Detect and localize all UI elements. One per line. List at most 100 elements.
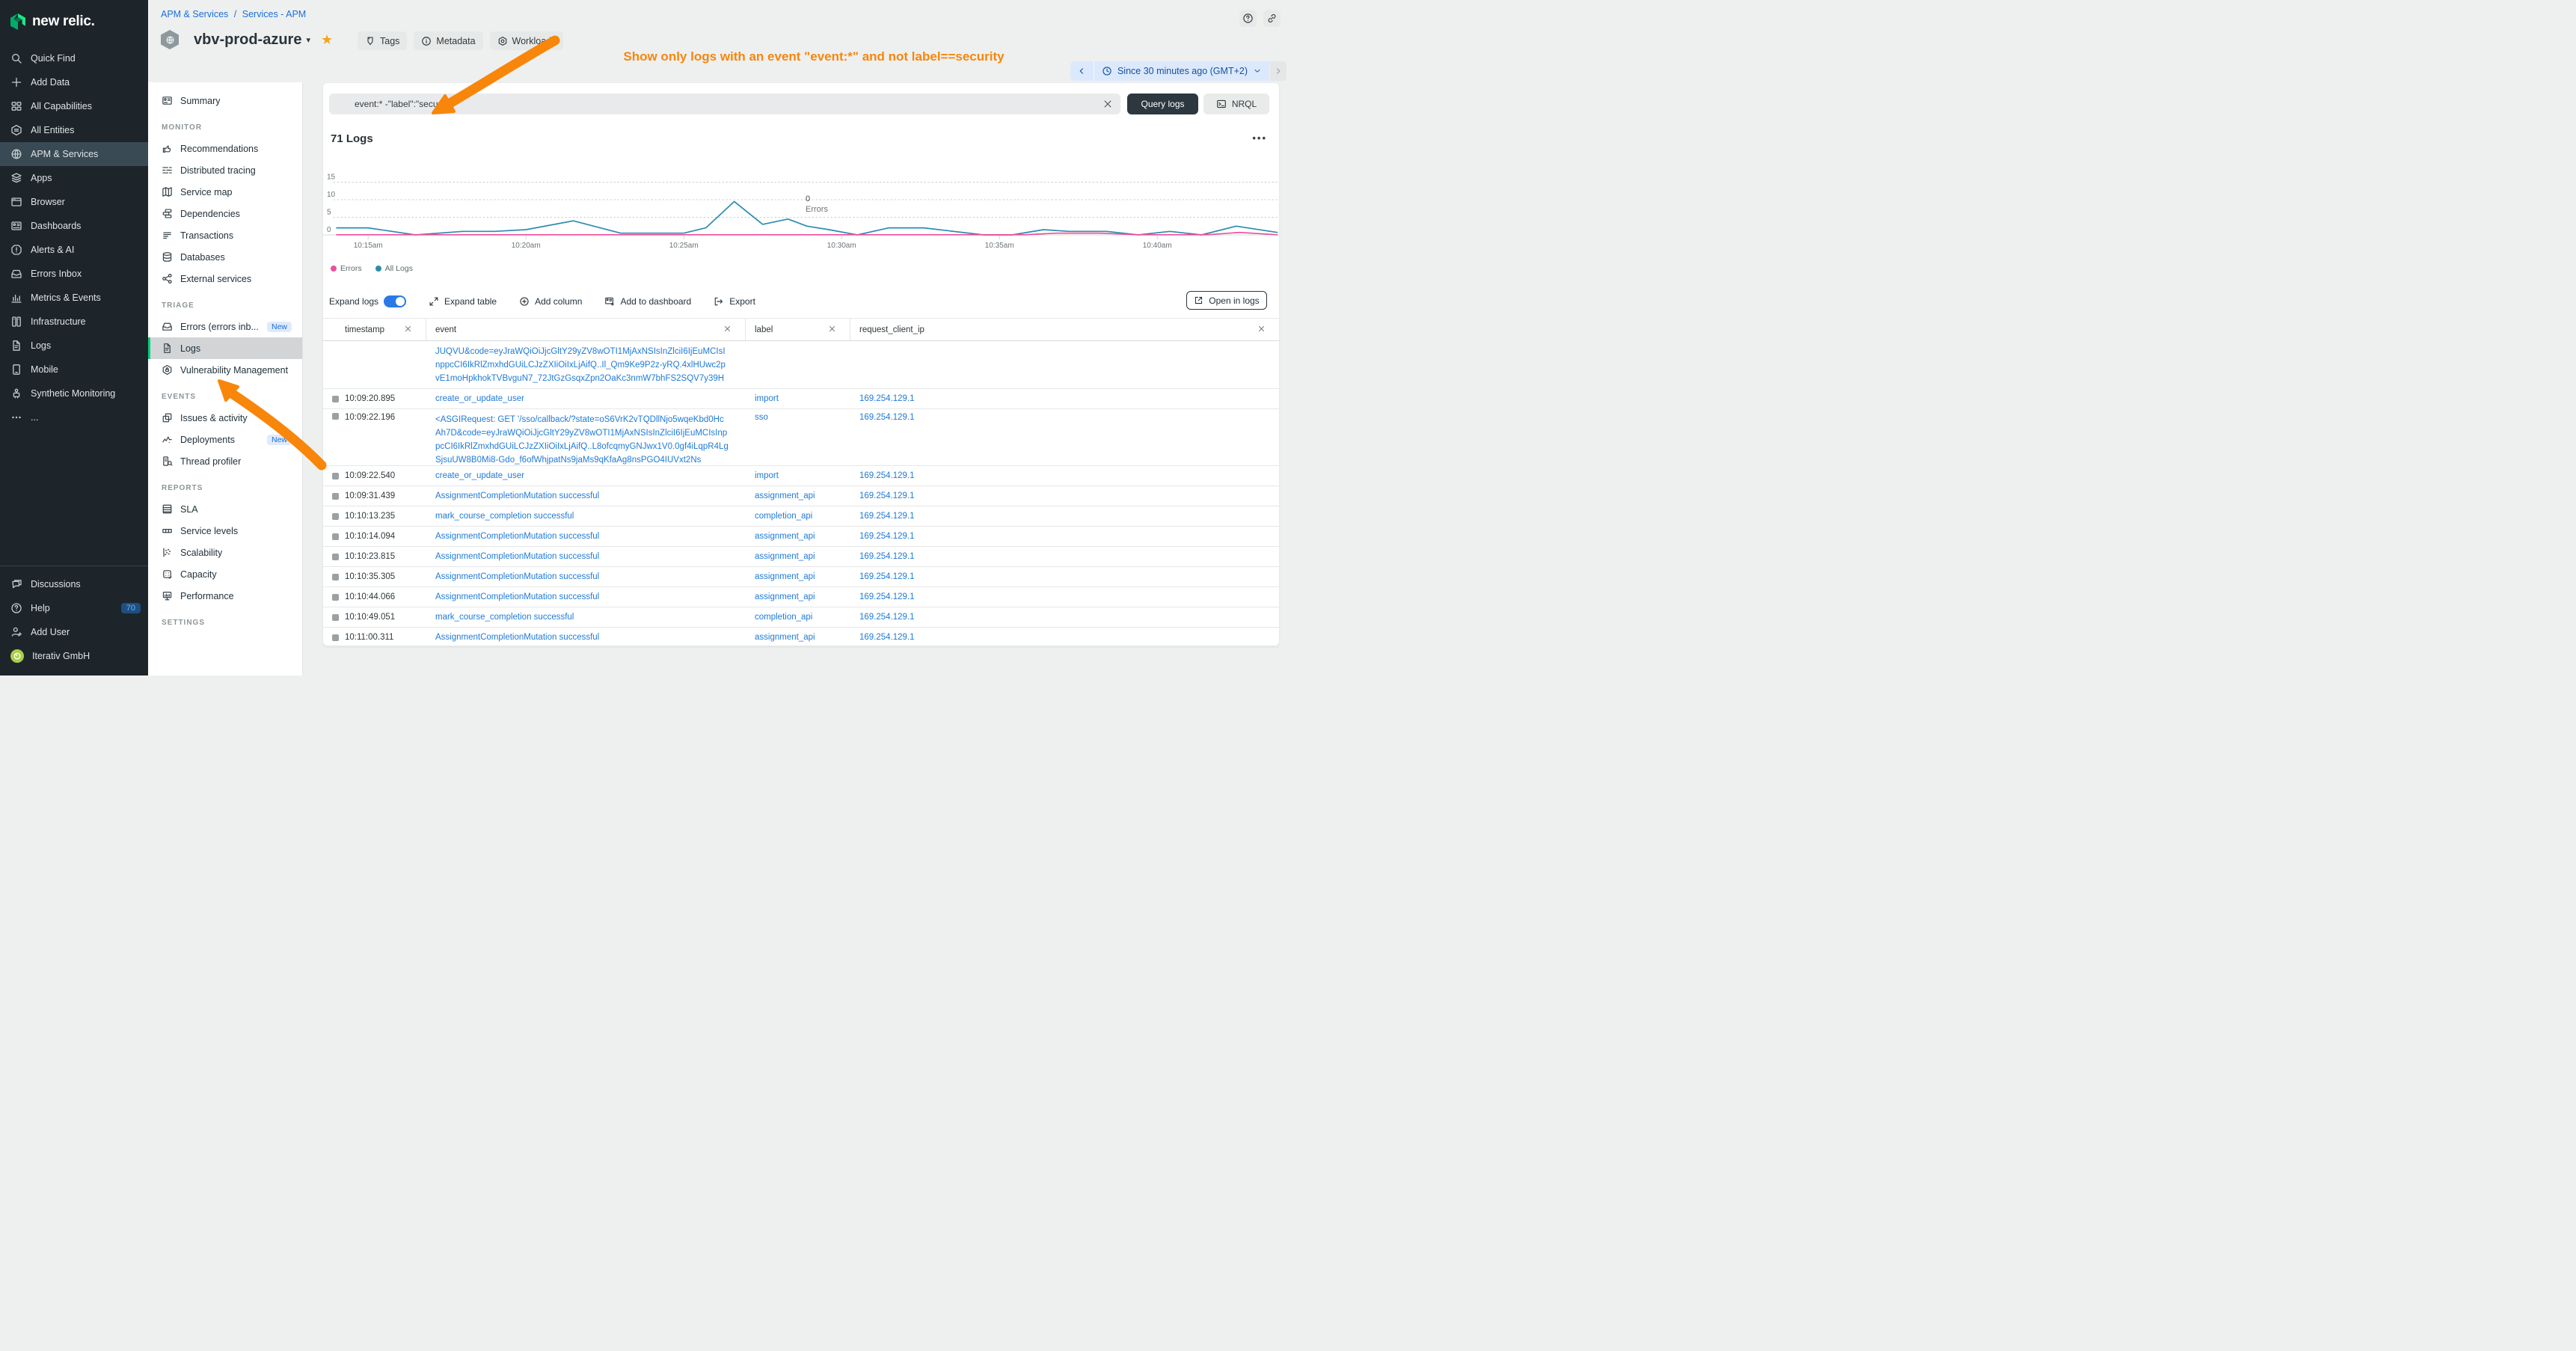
log-event-link[interactable]: AssignmentCompletionMutation successful [435,530,599,543]
table-row[interactable]: 10:10:49.051mark_course_completion succe… [323,607,1279,628]
add-column-button[interactable]: Add column [519,296,582,307]
log-event-link[interactable]: mark_course_completion successful [435,610,574,624]
chart-menu-button[interactable]: ••• [1252,132,1267,144]
remove-column-icon[interactable] [723,325,732,335]
table-row[interactable]: JUQVU&code=eyJraWQiOiJjcGltY29yZV8wOTI1M… [323,341,1279,389]
subnav-item-databases[interactable]: Databases [148,246,302,268]
table-row[interactable]: 10:09:20.895create_or_update_userimport1… [323,389,1279,409]
sidebar-item-quick-find[interactable]: Quick Find [0,46,148,70]
remove-column-icon[interactable] [1257,325,1266,335]
log-label-link[interactable]: import [755,471,779,480]
log-ip-link[interactable]: 169.254.129.1 [859,512,915,521]
sidebar-item-metrics-events[interactable]: Metrics & Events [0,286,148,310]
row-expand-square[interactable] [332,614,339,621]
subnav-item-deployments[interactable]: DeploymentsNew [148,429,302,450]
column-header-label[interactable]: label [746,319,850,340]
sidebar-item-dashboards[interactable]: Dashboards [0,214,148,238]
log-event-link[interactable]: create_or_update_user [435,469,524,482]
subnav-item-logs[interactable]: Logs [148,337,302,359]
subnav-item-service-map[interactable]: Service map [148,181,302,203]
sidebar-item-discussions[interactable]: Discussions [0,572,148,596]
row-expand-square[interactable] [332,554,339,560]
time-back-button[interactable] [1070,61,1094,81]
subnav-item-thread-profiler[interactable]: Thread profiler [148,450,302,472]
log-label-link[interactable]: import [755,394,779,403]
log-ip-link[interactable]: 169.254.129.1 [859,613,915,622]
help-button[interactable] [1239,10,1257,27]
time-range-button[interactable]: Since 30 minutes ago (GMT+2) [1094,61,1269,81]
subnav-item-summary[interactable]: Summary [148,90,302,111]
subnav-item-distributed-tracing[interactable]: Distributed tracing [148,159,302,181]
column-header-timestamp[interactable]: timestamp [323,319,426,340]
log-ip-link[interactable]: 169.254.129.1 [859,413,915,422]
row-expand-square[interactable] [332,513,339,520]
workloads-button[interactable]: Workloads [490,31,564,50]
log-event-link[interactable]: AssignmentCompletionMutation successful [435,631,599,644]
remove-column-icon[interactable] [828,325,836,335]
log-ip-link[interactable]: 169.254.129.1 [859,491,915,500]
log-event-link[interactable]: AssignmentCompletionMutation successful [435,489,599,503]
expand-table-button[interactable]: Expand table [429,296,497,307]
expand-logs-toggle[interactable] [384,295,406,307]
sidebar-item-logs[interactable]: Logs [0,334,148,358]
column-header-request-client-ip[interactable]: request_client_ip [850,319,1279,340]
log-event-link[interactable]: create_or_update_user [435,392,524,405]
add-to-dashboard-button[interactable]: Add to dashboard [604,296,691,307]
log-ip-link[interactable]: 169.254.129.1 [859,532,915,541]
sidebar-item-errors-inbox[interactable]: Errors Inbox [0,262,148,286]
log-ip-link[interactable]: 169.254.129.1 [859,572,915,581]
time-forward-button[interactable] [1270,61,1287,81]
log-label-link[interactable]: assignment_api [755,532,815,541]
open-in-logs-button[interactable]: Open in logs [1186,291,1267,310]
tags-button[interactable]: Tags [358,31,407,50]
log-ip-link[interactable]: 169.254.129.1 [859,471,915,480]
row-expand-square[interactable] [332,413,339,420]
table-row[interactable]: 10:10:23.815AssignmentCompletionMutation… [323,547,1279,567]
sidebar-item-add-user[interactable]: Add User [0,620,148,644]
log-label-link[interactable]: assignment_api [755,633,815,642]
subnav-item-service-levels[interactable]: Service levels [148,520,302,542]
remove-column-icon[interactable] [404,325,412,335]
log-ip-link[interactable]: 169.254.129.1 [859,394,915,403]
sidebar-item-infrastructure[interactable]: Infrastructure [0,310,148,334]
sidebar-item-apm-services[interactable]: APM & Services [0,142,148,166]
subnav-item-capacity[interactable]: Capacity [148,563,302,585]
log-label-link[interactable]: assignment_api [755,552,815,561]
log-ip-link[interactable]: 169.254.129.1 [859,552,915,561]
subnav-item-sla[interactable]: SLA [148,498,302,520]
export-button[interactable]: Export [714,296,755,307]
table-row[interactable]: 10:09:22.196<ASGIRequest: GET '/sso/call… [323,409,1279,466]
sidebar-item-iterativ-gmbh[interactable]: Iterativ GmbH [0,644,148,668]
log-label-link[interactable]: completion_api [755,512,812,521]
log-ip-link[interactable]: 169.254.129.1 [859,633,915,642]
permalink-button[interactable] [1263,10,1281,27]
sidebar-item-alerts-ai[interactable]: Alerts & AI [0,238,148,262]
sidebar-item-apps[interactable]: Apps [0,166,148,190]
log-event-link[interactable]: AssignmentCompletionMutation successful [435,570,599,583]
favorite-star-icon[interactable]: ★ [321,32,333,48]
table-row[interactable]: 10:09:22.540create_or_update_userimport1… [323,466,1279,486]
sidebar-item-help[interactable]: Help70 [0,596,148,620]
query-logs-button[interactable]: Query logs [1127,94,1198,114]
subnav-item-vulnerability-management[interactable]: Vulnerability Management [148,359,302,381]
logs-timeseries-chart[interactable]: 05101510:15am10:20am10:25am10:30am10:35a… [323,156,1279,257]
sidebar-item-browser[interactable]: Browser [0,190,148,214]
sidebar-item-all-entities[interactable]: All Entities [0,118,148,142]
log-event-link[interactable]: mark_course_completion successful [435,509,574,523]
subnav-item-errors-errors-inb[interactable]: Errors (errors inb...New [148,316,302,337]
sidebar-item-mobile[interactable]: Mobile [0,358,148,382]
breadcrumb-apm-services[interactable]: APM & Services [161,9,228,19]
table-row[interactable]: 10:10:35.305AssignmentCompletionMutation… [323,567,1279,587]
legend-all-logs[interactable]: All Logs [375,264,413,273]
log-label-link[interactable]: assignment_api [755,491,815,500]
table-row[interactable]: 10:09:31.439AssignmentCompletionMutation… [323,486,1279,506]
log-label-link[interactable]: sso [755,413,768,422]
log-search-input[interactable] [353,98,1097,110]
table-row[interactable]: 10:10:13.235mark_course_completion succe… [323,506,1279,527]
new-relic-logo[interactable]: new relic. [0,0,148,33]
log-ip-link[interactable]: 169.254.129.1 [859,592,915,601]
subnav-item-external-services[interactable]: External services [148,268,302,290]
log-event-link[interactable]: AssignmentCompletionMutation successful [435,590,599,604]
row-expand-square[interactable] [332,634,339,641]
log-label-link[interactable]: completion_api [755,613,812,622]
